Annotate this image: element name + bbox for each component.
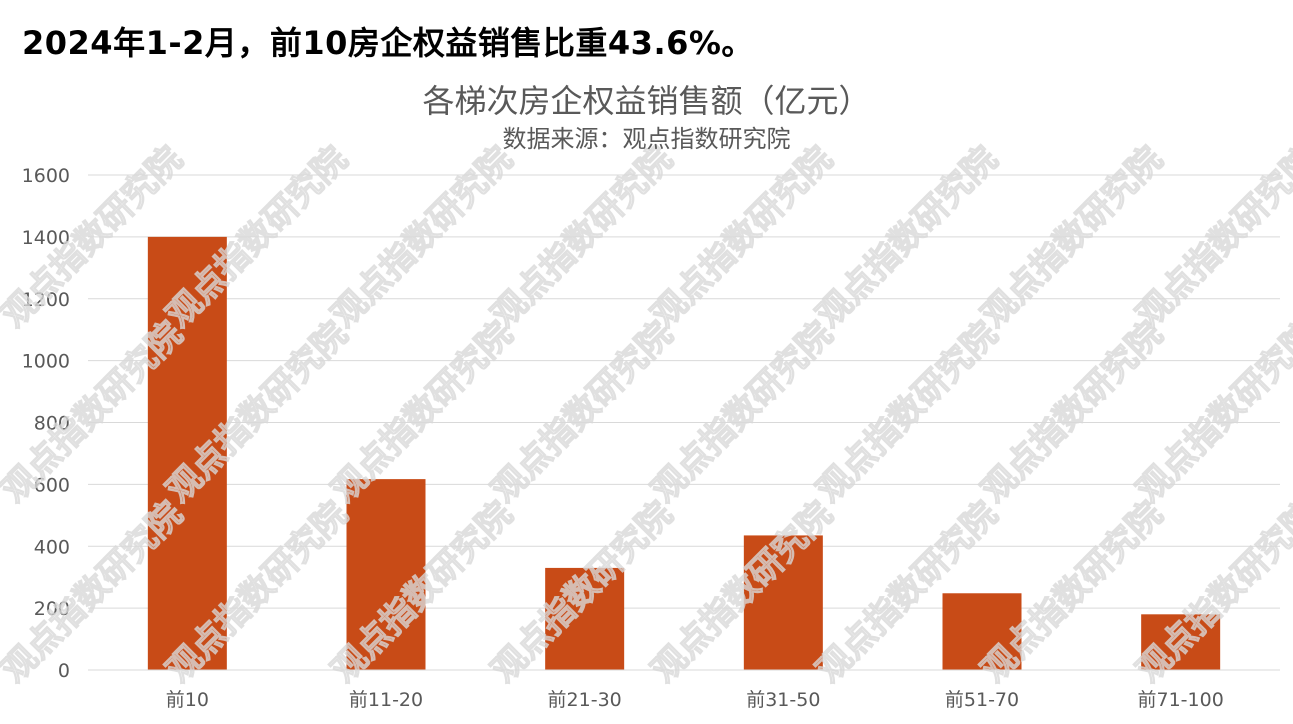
x-tick-label: 前31-50 <box>746 689 820 711</box>
bar <box>545 567 625 670</box>
y-tick-label: 600 <box>34 474 70 496</box>
bar <box>1141 614 1221 670</box>
y-tick-label: 800 <box>34 413 70 435</box>
y-tick-label: 1400 <box>22 227 70 249</box>
chart-title: 各梯次房企权益销售额（亿元） <box>422 82 871 120</box>
y-tick-label: 1600 <box>22 165 70 187</box>
headline: 2024年1-2月，前10房企权益销售比重43.6%。 <box>22 24 754 62</box>
x-tick-label: 前10 <box>166 689 209 711</box>
y-tick-label: 1000 <box>22 351 70 373</box>
y-tick-label: 400 <box>34 536 70 558</box>
chart-subtitle: 数据来源：观点指数研究院 <box>502 125 791 153</box>
bars <box>147 236 1221 670</box>
x-tick-label: 前11-20 <box>349 689 423 711</box>
x-tick-label: 前51-70 <box>945 689 1019 711</box>
y-axis: 0 200 400 600 800 1000 1200 1400 1600 <box>22 165 70 682</box>
x-tick-label: 前21-30 <box>548 689 622 711</box>
y-tick-label: 200 <box>34 598 70 620</box>
x-axis: 前10 前11-20 前21-30 前31-50 前51-70 前71-100 <box>166 689 1224 711</box>
x-tick-label: 前71-100 <box>1138 689 1224 711</box>
bar <box>147 236 227 670</box>
y-tick-label: 0 <box>58 660 70 682</box>
bar <box>346 479 426 670</box>
y-tick-label: 1200 <box>22 289 70 311</box>
bar <box>942 593 1022 670</box>
bar <box>743 535 823 670</box>
